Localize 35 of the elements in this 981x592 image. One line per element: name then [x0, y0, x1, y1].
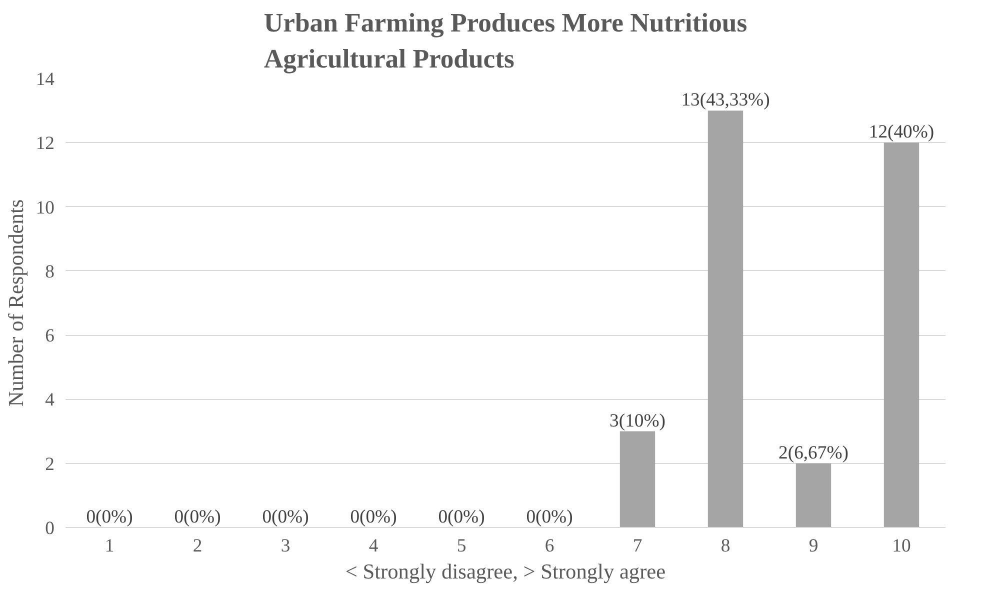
x-axis-title: < Strongly disagree, > Strongly agree [345, 560, 666, 584]
bar [620, 431, 656, 528]
x-tick-label: 3 [280, 536, 290, 556]
data-label: 0(0%) [350, 506, 397, 528]
chart-title: Urban Farming Produces More Nutritious Agricultural Products [264, 8, 748, 74]
x-tick-label: 9 [808, 536, 818, 556]
y-tick-label: 2 [45, 454, 54, 475]
y-tick-label: 8 [45, 261, 54, 282]
data-label: 0(0%) [174, 506, 221, 528]
bar [796, 463, 832, 528]
data-label: 0(0%) [438, 506, 485, 528]
data-label: 13(43,33%) [681, 90, 770, 111]
data-label: 12(40%) [868, 122, 934, 143]
y-axis-title: Number of Respondents [4, 199, 28, 407]
y-tick-label: 6 [45, 326, 54, 347]
data-label: 0(0%) [526, 506, 573, 528]
x-tick-label: 4 [368, 536, 379, 556]
y-tick-label: 14 [36, 69, 56, 90]
data-label: 2(6,67%) [778, 442, 848, 464]
y-tick-label: 0 [45, 518, 54, 539]
bar [708, 110, 744, 528]
y-tick-label: 4 [45, 390, 56, 411]
x-tick-label: 6 [544, 536, 554, 556]
data-label: 0(0%) [262, 506, 309, 528]
x-tick-label: 8 [720, 536, 730, 556]
y-tick-label: 10 [36, 197, 54, 218]
data-label: 0(0%) [86, 506, 133, 528]
x-tick-label: 2 [192, 536, 202, 556]
x-tick-label: 10 [892, 536, 911, 556]
bar [884, 142, 920, 528]
y-tick-label: 12 [36, 133, 54, 154]
data-label: 3(10%) [610, 410, 666, 432]
x-tick-label: 5 [456, 536, 466, 556]
x-tick-label: 1 [104, 536, 114, 556]
x-tick-label: 7 [632, 536, 642, 556]
